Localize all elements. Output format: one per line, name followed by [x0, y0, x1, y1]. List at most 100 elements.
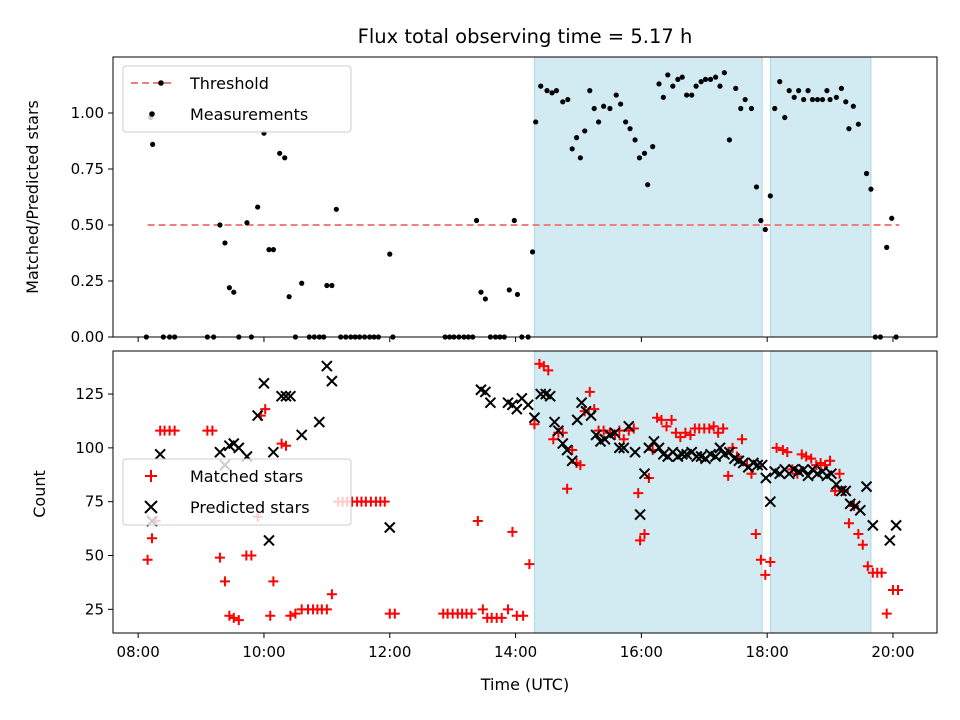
- matched-star-point: [750, 528, 761, 539]
- bottom-y-axis-label: Count: [30, 470, 49, 518]
- measurement-point: [796, 88, 802, 94]
- predicted-star-point: [575, 396, 588, 409]
- matched-star-point: [881, 608, 892, 619]
- predicted-star-point: [535, 388, 547, 400]
- measurement-point: [577, 155, 583, 161]
- predicted-star-point: [825, 467, 838, 480]
- measurement-point: [693, 83, 699, 89]
- predicted-star-point: [585, 409, 597, 422]
- measurement-point: [838, 85, 844, 91]
- measurement-point: [656, 81, 662, 87]
- measurement-point: [889, 215, 895, 221]
- top-y-tick-label: 0.75: [71, 160, 104, 178]
- predicted-star-point: [634, 508, 646, 521]
- measurement-point: [698, 79, 704, 85]
- predicted-star-point: [484, 396, 497, 409]
- bottom-x-tick-label: 16:00: [620, 643, 663, 661]
- measurement-point: [805, 88, 811, 94]
- matched-star-point: [675, 432, 686, 443]
- measurement-point: [217, 222, 223, 228]
- predicted-star-point: [752, 459, 764, 471]
- predicted-star-point: [840, 485, 852, 497]
- measurement-point: [329, 282, 335, 289]
- bottom-x-tick-label: 20:00: [871, 643, 914, 661]
- measurement-point: [753, 184, 760, 190]
- bottom-panel: 25 50 75 100 125 08:00 10:00 12:00 14:00 16:00 18…: [30, 350, 938, 694]
- predicted-star-point: [233, 442, 245, 454]
- matched-star-point: [260, 404, 271, 415]
- measurement-point: [582, 128, 588, 134]
- measurement-point: [767, 193, 773, 199]
- measurement-point: [387, 251, 393, 257]
- matched-star-point: [680, 427, 691, 438]
- predicted-star-point: [802, 470, 814, 482]
- measurement-point: [742, 96, 748, 103]
- measurement-point: [549, 90, 555, 96]
- matched-star-point: [496, 612, 507, 623]
- matched-star-point: [518, 610, 529, 621]
- matched-star-point: [777, 445, 788, 456]
- bottom-shaded-region: [769, 350, 872, 634]
- predicted-star-point: [566, 455, 578, 467]
- measurement-point: [627, 126, 633, 132]
- top-panel: 0.00 0.25 0.50 0.75 1.00 Matched/Predicted s…: [23, 56, 938, 346]
- matched-star-point: [169, 425, 180, 436]
- matched-star-point: [466, 608, 477, 619]
- matched-star-point: [635, 535, 646, 546]
- measurement-point: [482, 296, 488, 302]
- measurement-point: [511, 217, 517, 224]
- matched-star-point: [472, 516, 483, 527]
- matched-star-point: [228, 612, 239, 623]
- measurement-point: [863, 170, 870, 177]
- measurement-point: [679, 74, 685, 80]
- measurement-point: [707, 76, 714, 82]
- matched-star-point: [771, 442, 782, 453]
- matched-star-point: [534, 358, 545, 369]
- measurement-point: [850, 103, 856, 109]
- top-shaded-region: [533, 56, 763, 338]
- matched-star-point: [806, 453, 817, 464]
- predicted-star-point: [384, 521, 396, 534]
- matched-star-point: [321, 604, 332, 615]
- predicted-star-point: [522, 399, 534, 411]
- measurement-point: [726, 137, 733, 143]
- matched-star-point: [815, 457, 826, 468]
- predicted-star-point: [313, 416, 326, 428]
- matched-star-point: [718, 423, 729, 434]
- bottom-y-tick-label: 50: [85, 547, 104, 565]
- matched-star-point: [219, 576, 230, 587]
- measurement-point: [270, 247, 276, 253]
- predicted-star-point: [676, 448, 688, 461]
- matched-star-point: [893, 584, 904, 595]
- matched-star-point: [524, 559, 535, 570]
- measurement-point: [544, 88, 550, 94]
- matched-star-point: [862, 561, 873, 572]
- matched-star-point: [280, 440, 291, 451]
- matched-star-point: [830, 485, 841, 496]
- measurement-point: [623, 119, 629, 125]
- measurement-point: [333, 206, 339, 212]
- top-y-tick-label: 0.00: [71, 328, 104, 346]
- predicted-star-point: [709, 450, 722, 463]
- measurement-point: [231, 289, 237, 295]
- measurement-point: [777, 79, 783, 85]
- bottom-legend-box: [122, 458, 352, 526]
- bottom-y-tick-label: 75: [85, 493, 104, 511]
- matched-star-point: [834, 468, 845, 479]
- measurement-point: [782, 114, 788, 121]
- measurement-point: [286, 294, 292, 300]
- measurements-legend-marker: [149, 111, 155, 117]
- measurement-point: [645, 182, 651, 188]
- predicted-star-point: [561, 444, 573, 456]
- predicted-legend-marker: [144, 500, 158, 514]
- matched-star-point: [276, 438, 287, 449]
- top-legend: Threshold Measurements: [122, 65, 352, 133]
- bottom-x-tick-label: 10:00: [242, 643, 285, 661]
- matched-star-point: [853, 528, 864, 539]
- predicted-star-point: [714, 442, 726, 454]
- predicted-star-point: [884, 534, 896, 547]
- top-y-tick-label: 0.25: [71, 272, 104, 290]
- top-shaded-regions: [533, 56, 872, 338]
- measurement-point: [514, 291, 521, 298]
- bottom-y-ticks: 25 50 75 100 125: [75, 385, 113, 618]
